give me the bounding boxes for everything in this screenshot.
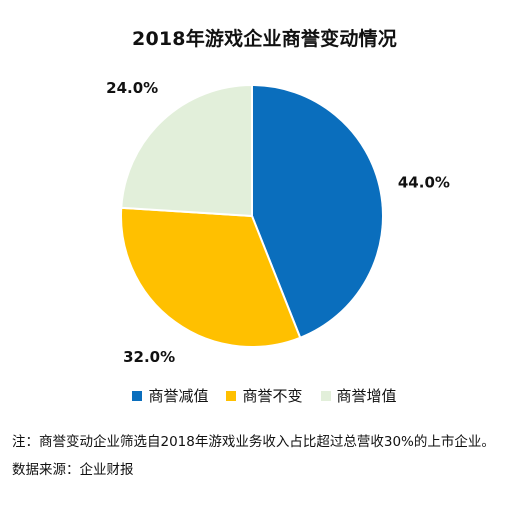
legend-item-increase: 商誉增值 <box>320 385 397 406</box>
legend-swatch-decrease <box>132 390 143 401</box>
chart-source: 数据来源：企业财报 <box>12 462 134 478</box>
legend-label-decrease: 商誉减值 <box>148 387 209 405</box>
chart-legend: 商誉减值 商誉不变 商誉增值 <box>0 385 529 406</box>
legend-label-increase: 商誉增值 <box>336 387 397 405</box>
chart-title: 2018年游戏企业商誉变动情况 <box>132 28 397 50</box>
legend-label-unchanged: 商誉不变 <box>242 387 303 405</box>
data-label-increase: 24.0% <box>106 79 158 97</box>
slice-unchanged <box>120 206 302 348</box>
chart-note: 注：商誉变动企业筛选自2018年游戏业务收入占比超过总营收30%的上市企业。 <box>12 434 495 450</box>
data-label-unchanged: 32.0% <box>123 348 175 366</box>
slice-increase <box>120 83 253 218</box>
data-label-decrease: 44.0% <box>398 174 450 192</box>
legend-item-unchanged: 商誉不变 <box>226 385 303 406</box>
pie-chart: 44.0% 32.0% 24.0% <box>106 79 450 366</box>
legend-swatch-unchanged <box>226 390 237 401</box>
slice-decrease <box>251 83 384 340</box>
legend-swatch-increase <box>320 390 331 401</box>
legend-item-decrease: 商誉减值 <box>132 385 208 406</box>
